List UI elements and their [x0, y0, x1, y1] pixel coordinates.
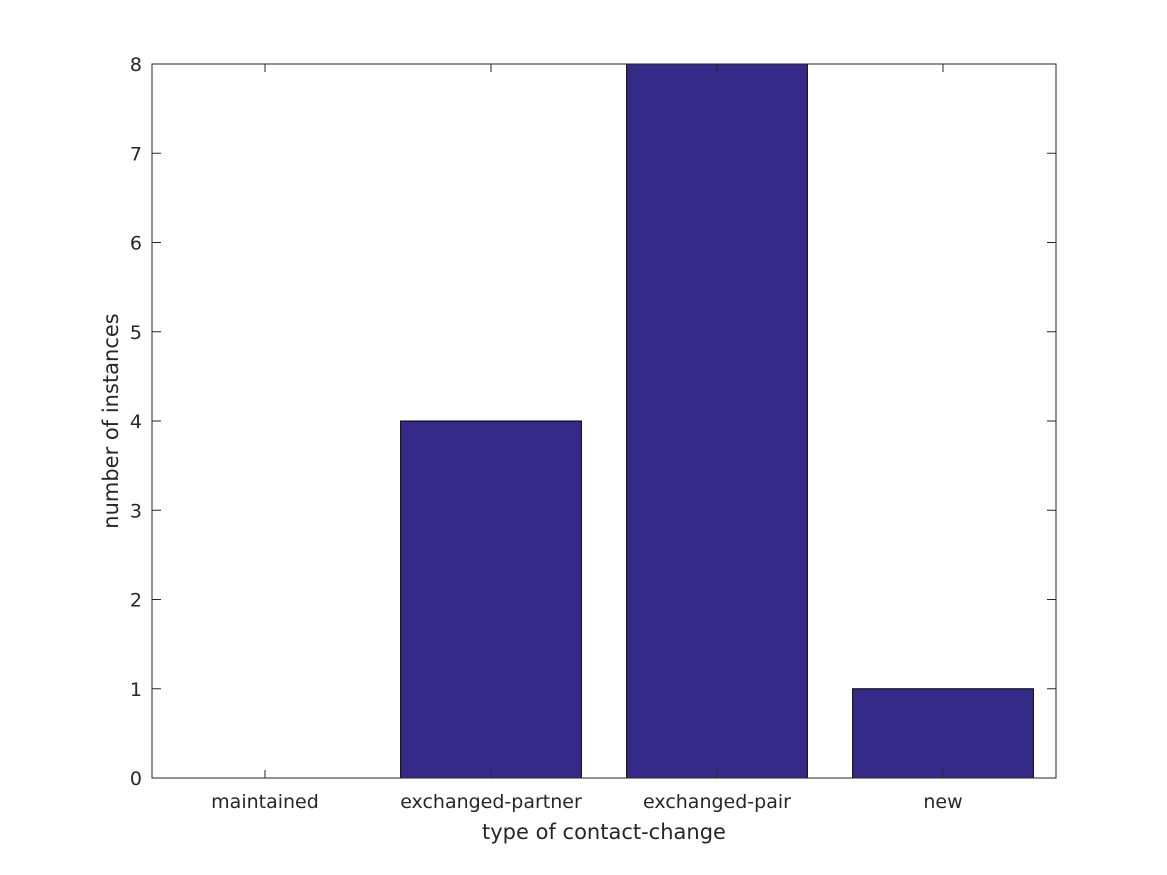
x-category-labels: maintained exchanged-partner exchanged-pai…	[211, 791, 962, 813]
bars-group	[400, 63, 1034, 779]
y-axis-label: number of instances	[99, 313, 123, 528]
plot-area	[152, 64, 1056, 778]
x-tick-label: maintained	[211, 791, 319, 813]
axes-box	[151, 63, 1057, 779]
bar-exchanged-partner	[400, 420, 582, 779]
x-tick-label: new	[923, 791, 962, 813]
bar-new	[852, 688, 1034, 779]
y-tick-label: 0	[130, 768, 142, 790]
x-tick-label: exchanged-pair	[643, 791, 791, 813]
y-tick-label: 1	[130, 679, 142, 701]
y-tick-label: 2	[130, 590, 142, 612]
bar-exchanged-pair	[626, 63, 808, 779]
y-tick-labels: 0 1 2 3 4 5 6 7 8	[130, 54, 142, 790]
y-tick-label: 8	[130, 54, 142, 76]
y-tick-label: 7	[130, 143, 142, 165]
y-tick-label: 5	[130, 322, 142, 344]
x-axis-label: type of contact-change	[482, 820, 726, 844]
y-tick-label: 3	[130, 500, 142, 522]
x-tick-label: exchanged-partner	[400, 791, 582, 813]
y-tick-label: 6	[130, 233, 142, 255]
y-tick-label: 4	[130, 411, 142, 433]
